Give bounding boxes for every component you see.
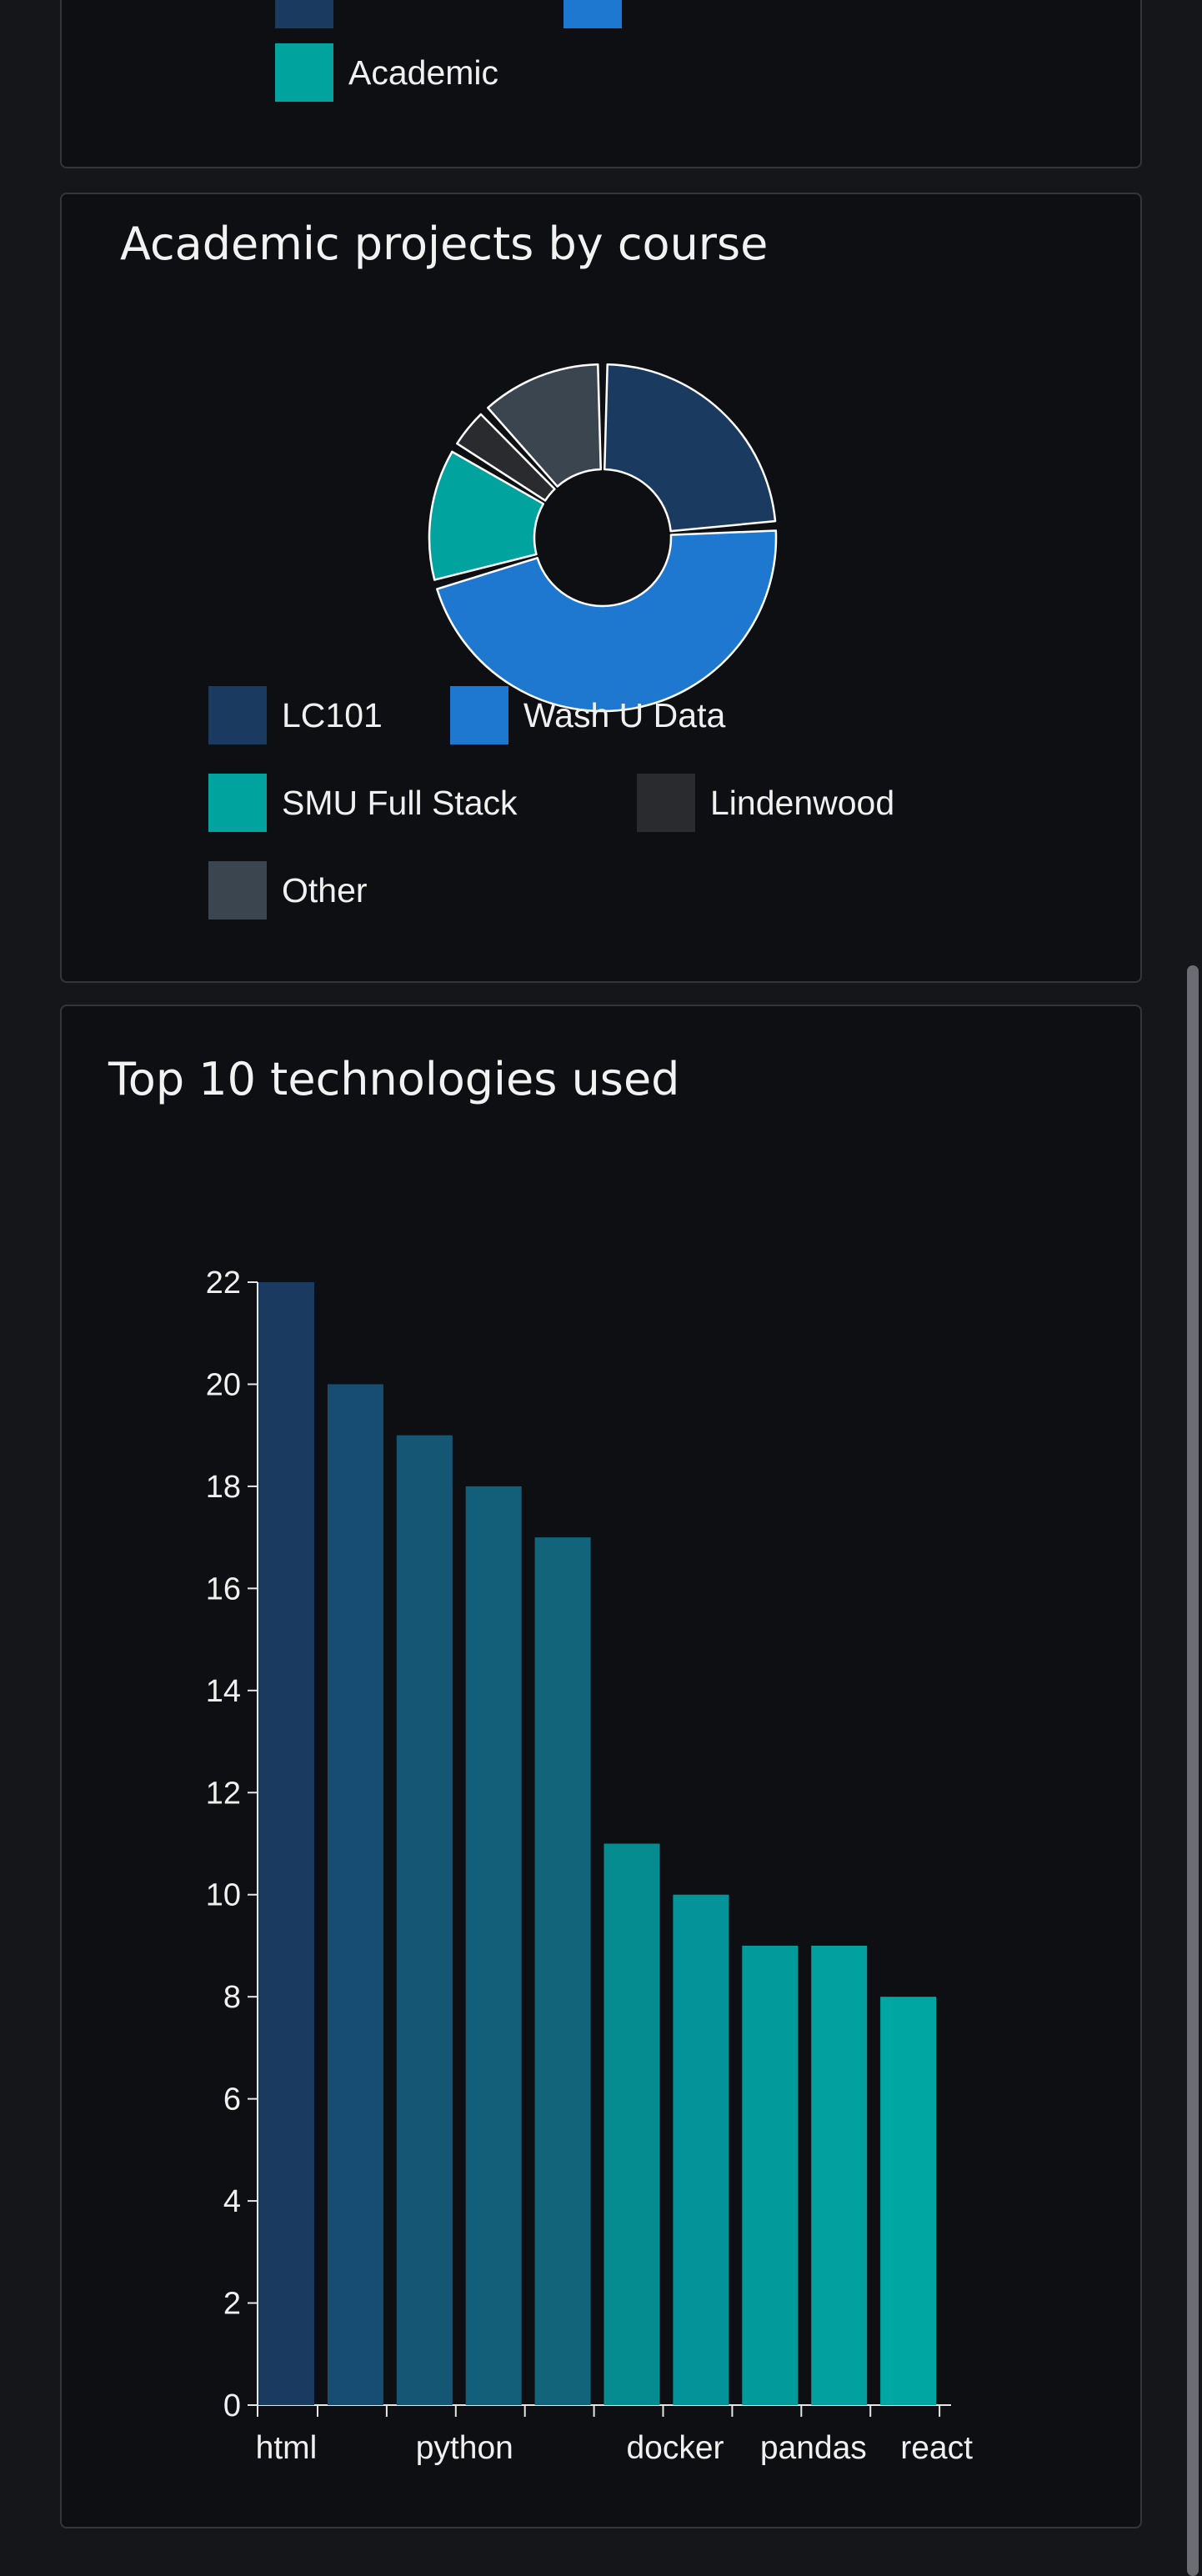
legend-item-smu-full-stack[interactable]: SMU Full Stack	[208, 774, 518, 832]
legend-swatch	[637, 774, 695, 832]
legend-swatch	[563, 0, 622, 28]
card-title: Top 10 technologies used	[108, 1053, 680, 1105]
y-tick-label: 16	[206, 1571, 241, 1606]
legend-label: LC101	[282, 695, 383, 734]
legend-swatch	[450, 686, 508, 744]
bar-6[interactable]	[604, 1843, 660, 2406]
legend-swatch	[208, 774, 267, 832]
bar-4[interactable]	[465, 1486, 522, 2405]
legend-item-2[interactable]	[563, 0, 637, 28]
bar-9[interactable]	[811, 1945, 868, 2405]
donut-slice-wash-u-data[interactable]	[436, 529, 778, 713]
bar-chart: 0 2 4 6 8 10 12 14 16 18 20 22 html python docker panda…	[206, 1265, 973, 2466]
legend-item-lc101[interactable]: LC101	[208, 686, 383, 744]
legend-item-academic[interactable]: Academic	[275, 43, 498, 102]
bar-1[interactable]	[258, 1282, 314, 2405]
bar-3[interactable]	[396, 1435, 453, 2405]
y-tick-label: 2	[223, 2287, 241, 2322]
y-tick-label: 6	[223, 2082, 241, 2117]
legend-item-1[interactable]	[275, 0, 348, 28]
card-title: Academic projects by course	[120, 218, 769, 270]
x-tick-label: react	[900, 2430, 973, 2466]
bar-7[interactable]	[673, 1894, 729, 2405]
y-tick-label: 8	[223, 1980, 241, 2015]
scrollbar-thumb[interactable]	[1187, 965, 1199, 2576]
legend-swatch	[275, 43, 333, 102]
top-technologies-card: Top 10 technologies used 0 2 4 6 8 10 12 14 16 18…	[60, 1005, 1142, 2528]
donut-slice-smu-full-stack[interactable]	[428, 450, 545, 581]
legend-item-lindenwood[interactable]: Lindenwood	[637, 774, 894, 832]
y-tick-label: 20	[206, 1367, 241, 1402]
legend-label: Wash U Data	[523, 695, 726, 734]
donut-slice-other[interactable]	[487, 363, 602, 488]
y-tick-label: 10	[206, 1878, 241, 1913]
donut-chart	[428, 363, 778, 713]
y-tick-label: 0	[223, 2388, 241, 2423]
bar-10[interactable]	[880, 1997, 937, 2405]
y-tick-label: 14	[206, 1674, 241, 1709]
bar-2[interactable]	[327, 1384, 383, 2405]
x-tick-label: docker	[626, 2430, 724, 2466]
y-tick-label: 22	[206, 1265, 241, 1301]
legend-label: Academic	[348, 53, 499, 92]
y-tick-label: 4	[223, 2184, 241, 2219]
scrollbar-track[interactable]	[1182, 0, 1202, 2576]
donut-slice-lindenwood[interactable]	[456, 413, 556, 502]
bar-8[interactable]	[742, 1945, 799, 2405]
legend-label: Other	[282, 870, 368, 910]
technology-type-card: Academic	[60, 0, 1142, 168]
legend-label: SMU Full Stack	[282, 783, 518, 822]
legend-item-other[interactable]: Other	[208, 861, 368, 920]
x-tick-label: python	[416, 2430, 513, 2466]
academic-projects-card: Academic projects by course LC101 Wash U …	[60, 193, 1142, 983]
bar-5[interactable]	[534, 1537, 591, 2405]
legend-item-wash-u-data[interactable]: Wash U Data	[450, 686, 725, 744]
legend-label: Lindenwood	[710, 783, 895, 822]
legend-swatch	[208, 861, 267, 920]
donut-slice-lc101[interactable]	[604, 363, 777, 533]
legend-swatch	[208, 686, 267, 744]
x-tick-label: html	[256, 2430, 318, 2466]
legend-swatch	[275, 0, 333, 28]
y-tick-label: 18	[206, 1470, 241, 1505]
x-tick-label: pandas	[760, 2430, 867, 2466]
y-tick-label: 12	[206, 1776, 241, 1811]
